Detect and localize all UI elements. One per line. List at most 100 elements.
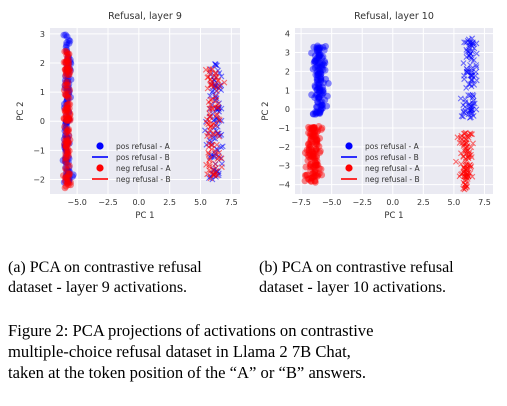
point-posrefusal-b: [463, 84, 470, 91]
point-posrefusal-a: [318, 101, 326, 109]
legend-marker-circle: [345, 164, 353, 172]
point-negrefusal-b: [202, 66, 209, 73]
y-axis-label: PC 2: [16, 101, 26, 120]
point-posrefusal-a: [317, 70, 325, 78]
point-negrefusal-b: [207, 156, 213, 163]
point-posrefusal-a: [66, 116, 73, 124]
point-negrefusal-a: [64, 146, 72, 153]
point-posrefusal-a: [314, 71, 321, 79]
point-negrefusal-b: [206, 127, 213, 134]
point-posrefusal-a: [315, 46, 323, 54]
point-posrefusal-a: [315, 108, 323, 116]
point-posrefusal-a: [67, 66, 74, 74]
point-posrefusal-a: [315, 44, 322, 52]
y-tick-label: 1: [285, 86, 290, 95]
point-negrefusal-a: [62, 156, 70, 163]
point-posrefusal-a: [65, 155, 73, 162]
point-negrefusal-b: [206, 161, 213, 168]
point-negrefusal-a: [301, 149, 309, 157]
point-posrefusal-a: [317, 76, 325, 84]
point-posrefusal-a: [316, 84, 324, 92]
point-posrefusal-a: [65, 53, 73, 61]
point-negrefusal-a: [61, 154, 69, 162]
point-posrefusal-a: [316, 44, 324, 52]
point-negrefusal-a: [62, 47, 70, 55]
point-negrefusal-b: [216, 133, 223, 140]
point-posrefusal-b: [465, 92, 472, 99]
legend-label: neg refusal - B: [116, 175, 171, 184]
y-tick-label: 4: [285, 30, 290, 39]
point-negrefusal-a: [63, 139, 71, 147]
point-posrefusal-a: [62, 158, 69, 166]
point-negrefusal-a: [313, 161, 320, 169]
point-posrefusal-a: [312, 108, 319, 116]
legend-label: pos refusal - A: [365, 142, 420, 151]
point-negrefusal-a: [64, 126, 72, 134]
point-posrefusal-b: [462, 104, 469, 110]
point-posrefusal-a: [64, 53, 72, 61]
point-negrefusal-a: [305, 140, 312, 148]
point-negrefusal-a: [63, 51, 71, 59]
point-negrefusal-b: [216, 149, 223, 156]
point-posrefusal-a: [60, 104, 68, 112]
y-tick-label: 0: [40, 117, 45, 126]
point-negrefusal-b: [205, 140, 212, 147]
point-negrefusal-a: [62, 105, 69, 113]
point-negrefusal-a: [65, 125, 73, 133]
point-posrefusal-a: [62, 155, 69, 163]
point-posrefusal-a: [316, 59, 324, 67]
point-posrefusal-a: [66, 167, 73, 175]
point-posrefusal-a: [65, 115, 73, 122]
point-negrefusal-a: [307, 132, 314, 140]
point-negrefusal-a: [307, 130, 315, 137]
point-negrefusal-a: [310, 173, 318, 180]
point-negrefusal-a: [60, 172, 67, 180]
y-tick-label: 2: [285, 67, 290, 76]
point-negrefusal-b: [465, 132, 472, 138]
point-posrefusal-b: [461, 76, 468, 83]
point-posrefusal-a: [313, 76, 321, 84]
point-negrefusal-a: [62, 91, 70, 99]
point-negrefusal-a: [310, 124, 318, 132]
point-negrefusal-a: [65, 171, 72, 178]
point-posrefusal-a: [63, 78, 71, 86]
point-negrefusal-b: [221, 79, 228, 86]
point-posrefusal-a: [65, 59, 72, 67]
point-posrefusal-a: [315, 55, 323, 63]
point-posrefusal-a: [316, 92, 324, 100]
point-negrefusal-a: [307, 152, 315, 160]
point-negrefusal-a: [63, 150, 71, 158]
point-negrefusal-a: [309, 154, 317, 162]
point-posrefusal-a: [319, 83, 326, 91]
point-negrefusal-a: [316, 149, 324, 157]
point-negrefusal-a: [305, 141, 312, 149]
point-posrefusal-a: [314, 84, 322, 92]
point-posrefusal-a: [319, 60, 326, 68]
point-posrefusal-a: [63, 165, 70, 173]
point-posrefusal-a: [61, 132, 69, 140]
legend-label: neg refusal - B: [365, 175, 420, 184]
point-posrefusal-a: [319, 44, 327, 51]
point-negrefusal-a: [64, 161, 72, 169]
point-negrefusal-a: [307, 136, 315, 143]
point-posrefusal-b: [460, 60, 467, 67]
point-posrefusal-a: [313, 45, 321, 53]
point-posrefusal-a: [315, 53, 323, 61]
point-posrefusal-a: [64, 174, 72, 182]
point-negrefusal-a: [309, 152, 317, 160]
point-posrefusal-a: [315, 81, 323, 89]
point-posrefusal-a: [60, 135, 68, 143]
point-negrefusal-a: [62, 134, 70, 141]
point-posrefusal-a: [320, 89, 327, 97]
point-posrefusal-b: [211, 61, 218, 68]
point-negrefusal-a: [307, 143, 315, 150]
point-posrefusal-a: [66, 56, 74, 64]
y-tick-label: −1: [33, 146, 45, 155]
point-negrefusal-a: [308, 126, 316, 134]
point-posrefusal-a: [313, 47, 321, 55]
point-posrefusal-a: [61, 127, 69, 135]
point-negrefusal-a: [315, 123, 323, 130]
point-negrefusal-a: [64, 51, 72, 58]
legend-label: pos refusal - B: [365, 153, 419, 162]
point-posrefusal-a: [315, 93, 322, 101]
